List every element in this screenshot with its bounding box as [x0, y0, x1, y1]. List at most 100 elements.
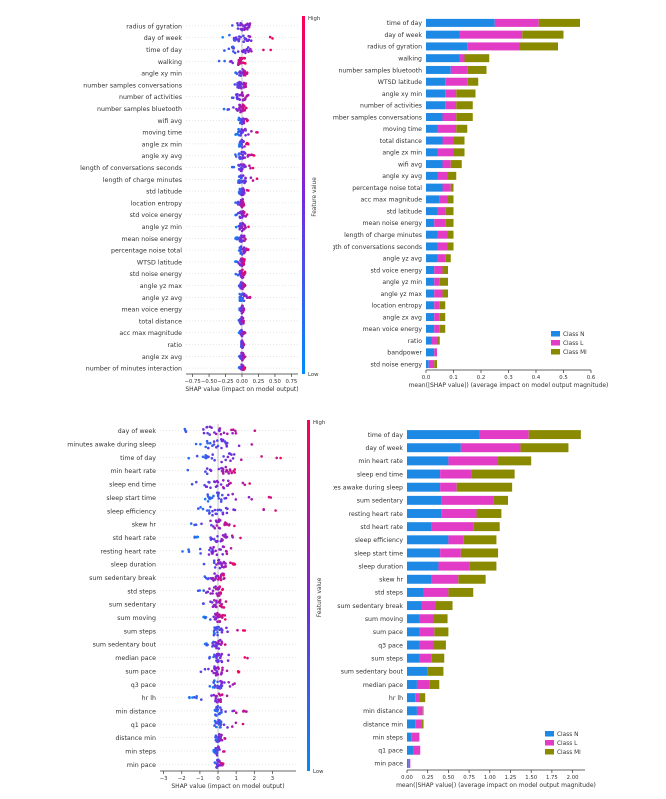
feature-label: angle yz min — [142, 224, 182, 231]
beeswarm-point — [245, 47, 248, 51]
feature-label: percentage noise total — [111, 248, 182, 255]
beeswarm-point — [242, 81, 246, 85]
beeswarm-point — [211, 509, 214, 513]
beeswarm-point — [222, 431, 226, 435]
beeswarm-point — [212, 631, 216, 635]
bar-segment — [426, 89, 446, 98]
beeswarm-point — [239, 252, 242, 255]
feature-points — [239, 339, 246, 350]
beeswarm-point — [224, 562, 227, 565]
bar-segment — [467, 65, 487, 74]
beeswarm-point — [242, 156, 246, 159]
beeswarm-point — [233, 563, 237, 566]
bar-segment — [445, 77, 468, 86]
bar-segment — [445, 207, 454, 216]
beeswarm-point — [196, 589, 200, 593]
beeswarm-point — [242, 332, 246, 335]
beeswarm-point — [214, 512, 217, 516]
x-tick-label: 0.6 — [587, 375, 596, 381]
beeswarm-point — [224, 600, 228, 603]
beeswarm-point — [246, 46, 250, 49]
x-tick-label: 1.25 — [505, 775, 517, 781]
beeswarm-point — [237, 127, 240, 131]
category-label: number of activities — [360, 103, 422, 110]
beeswarm-point — [239, 248, 242, 252]
x-axis-label: SHAP value (impact on model output) — [171, 783, 284, 790]
beeswarm-point — [198, 547, 202, 551]
feature-points — [188, 692, 229, 704]
beeswarm-point — [246, 656, 249, 660]
feature-label: sum pace — [125, 668, 156, 675]
beeswarm-point — [223, 440, 227, 443]
beeswarm-point — [212, 559, 216, 562]
category-label: day of week — [384, 32, 422, 39]
beeswarm-point — [237, 153, 241, 156]
feature-label: length of conversations seconds — [80, 165, 182, 172]
feature-label: sum sedentary break — [89, 575, 156, 582]
category-label: moving time — [383, 126, 422, 133]
beeswarm-point — [214, 641, 218, 644]
beeswarm-point — [223, 643, 227, 646]
beeswarm-point — [239, 163, 243, 166]
beeswarm-point — [242, 320, 245, 324]
bar-segment — [431, 522, 474, 532]
category-label: distance min — [363, 721, 403, 728]
feature-label: radius of gyration — [126, 23, 182, 30]
colorbar — [307, 420, 310, 771]
feature-label: angle zx min — [142, 141, 182, 148]
beeswarm-point — [238, 59, 242, 63]
beeswarm-point — [221, 534, 225, 537]
beeswarm-point — [203, 483, 206, 487]
feature-label: sleep start time — [106, 495, 156, 502]
feature-label: mean voice energy — [122, 307, 183, 314]
beeswarm-point — [243, 366, 247, 369]
beeswarm-point — [201, 602, 205, 605]
bar-segment — [441, 495, 494, 505]
beeswarm-point — [225, 626, 228, 630]
beeswarm-point — [250, 153, 253, 156]
beeswarm-point — [235, 107, 238, 111]
beeswarm-point — [238, 271, 242, 274]
bar-segment — [459, 54, 465, 63]
bar-segment — [431, 653, 445, 663]
beeswarm-point — [240, 299, 244, 302]
feature-points — [189, 518, 236, 530]
bar-segment — [426, 160, 443, 169]
feature-label: skew hr — [132, 522, 157, 529]
beeswarm-point — [240, 319, 243, 323]
beeswarm-point — [219, 656, 222, 659]
beeswarm-point — [197, 507, 200, 510]
beeswarm-point — [241, 247, 245, 251]
beeswarm-point — [275, 456, 279, 460]
beeswarm-point — [215, 601, 218, 604]
beeswarm-point — [211, 686, 215, 689]
beeswarm-point — [240, 28, 244, 32]
feature-label: total distance — [139, 318, 182, 325]
bar-segment — [528, 430, 581, 440]
beeswarm-point — [225, 468, 228, 472]
beeswarm-point — [234, 432, 238, 435]
feature-label: hr lh — [142, 695, 156, 702]
bar-segment — [407, 443, 461, 453]
beeswarm-point — [221, 36, 224, 39]
beeswarm-point — [236, 38, 239, 41]
bar-segment — [441, 509, 477, 518]
beeswarm-point — [221, 666, 224, 670]
x-tick-label: 0.50 — [442, 775, 454, 781]
beeswarm-point — [235, 711, 238, 714]
shap-beeswarm-bottom: day of week minutes awake during sleep tim… — [0, 400, 333, 799]
beeswarm-point — [218, 739, 222, 742]
category-label: angle yz max — [381, 291, 423, 298]
beeswarm-point — [229, 459, 232, 462]
category-label: std voice energy — [371, 267, 423, 274]
beeswarm-point — [239, 35, 242, 39]
beeswarm-point — [231, 45, 235, 49]
category-label: angle xy avg — [382, 173, 422, 180]
beeswarm-point — [242, 187, 245, 191]
feature-label: sleep efficiency — [107, 508, 156, 515]
beeswarm-point — [222, 107, 226, 111]
beeswarm-point — [213, 719, 217, 723]
category-label: sleep end time — [357, 471, 403, 478]
beeswarm-point — [205, 509, 209, 512]
bar-segment — [426, 360, 429, 369]
